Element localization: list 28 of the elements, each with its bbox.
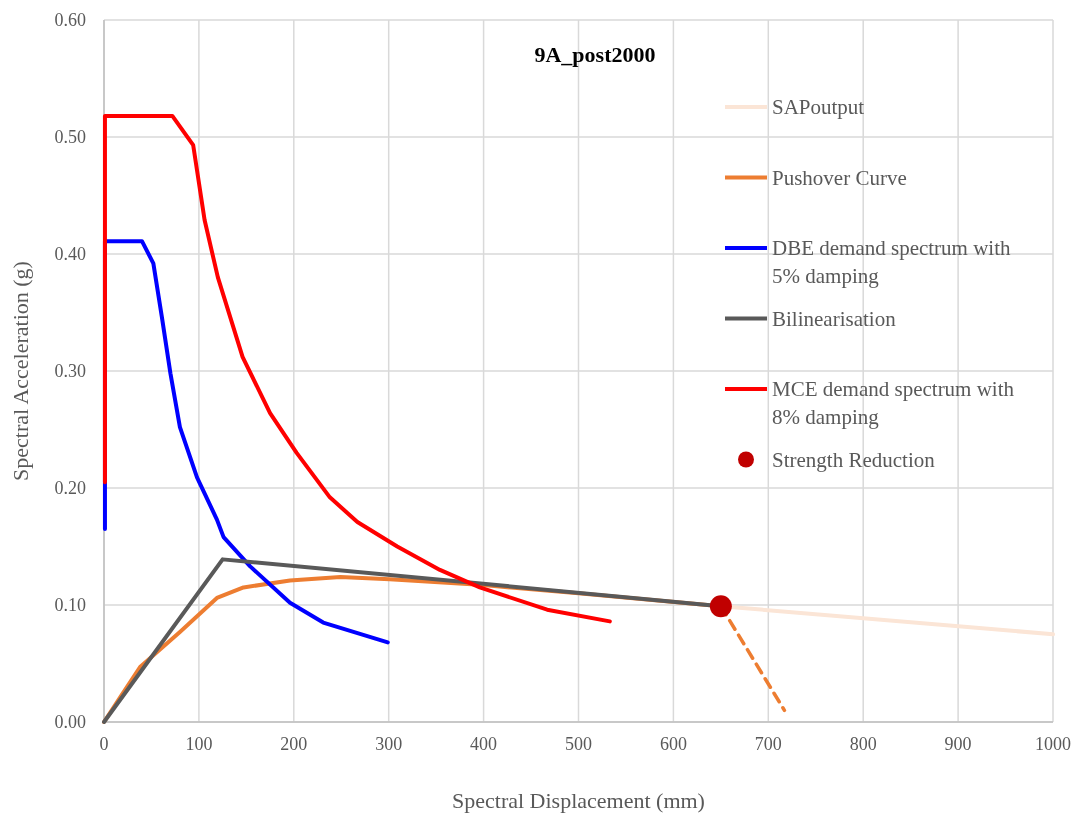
x-tick-label: 600 (659, 734, 687, 754)
legend-label: SAPoutput (772, 95, 865, 119)
legend-label: Strength Reduction (772, 447, 936, 472)
y-tick-label: 0.10 (54, 595, 86, 615)
x-tick-label: 1000 (1035, 734, 1071, 754)
y-tick-label: 0.60 (54, 10, 86, 30)
x-tick-label: 700 (754, 734, 782, 754)
x-tick-label: 900 (944, 734, 972, 754)
text: 9A_post2000 (534, 42, 656, 67)
x-tick-label: 200 (280, 734, 308, 754)
y-tick-label: 0.40 (54, 244, 86, 264)
line-series (102, 113, 612, 624)
x-tick-label: 400 (470, 734, 498, 754)
x-tick-label: 500 (565, 734, 592, 754)
y-axis-title: Spectral Acceleration (g) (8, 261, 33, 481)
y-tick-label: 0.00 (54, 712, 86, 732)
x-tick-label: 800 (849, 734, 877, 754)
y-tick-label: 0.20 (54, 478, 86, 498)
y-tick-label: 0.50 (54, 127, 86, 147)
y-tick-label: 0.30 (54, 361, 86, 381)
legend-label: Pushover Curve (772, 165, 907, 190)
legend-label: Bilinearisation (772, 306, 897, 331)
x-axis-title: Spectral Displacement (mm) (452, 788, 705, 813)
legend-label: MCE demand spectrum with 8% damping (772, 377, 1015, 429)
legend-label: DBE demand spectrum with 5% damping (772, 236, 1012, 288)
x-tick-label: 300 (375, 734, 403, 754)
x-tick-label: 100 (185, 734, 213, 754)
x-tick-label: 0 (99, 734, 109, 754)
